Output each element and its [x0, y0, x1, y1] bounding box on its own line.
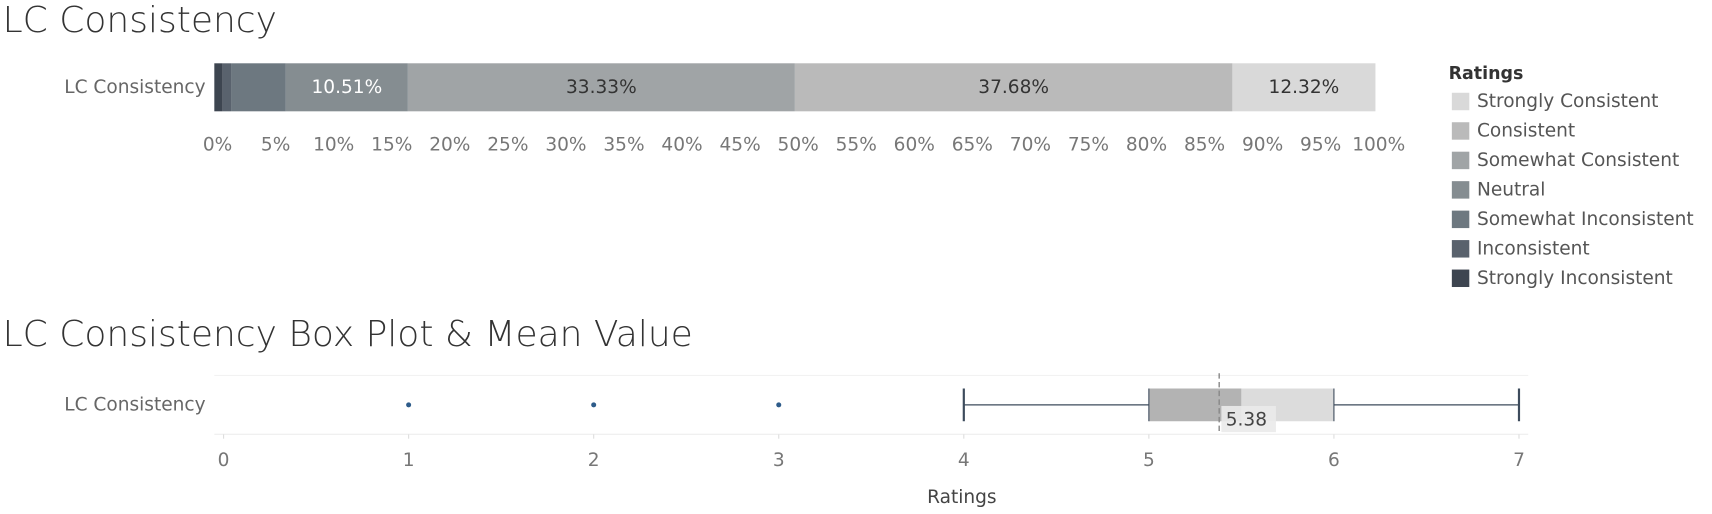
- y-tick-label: LC Consistency: [64, 394, 205, 415]
- legend-swatch: [1451, 92, 1470, 111]
- chart-title: LC Consistency Box Plot & Mean Value: [3, 314, 693, 355]
- y-tick-label: LC Consistency: [64, 77, 205, 98]
- bar-segment: [407, 63, 795, 112]
- chart-title: LC Consistency: [3, 0, 277, 41]
- x-tick-label: 80%: [1126, 135, 1167, 156]
- bar-segment: [794, 63, 1233, 112]
- bar-segment: [285, 63, 408, 112]
- bar-segment: [222, 63, 232, 112]
- data-label: 12.32%: [1269, 77, 1340, 98]
- legend-label: Strongly Inconsistent: [1477, 268, 1673, 289]
- mean-label-bg: [1221, 405, 1276, 433]
- legend-label: Somewhat Inconsistent: [1477, 209, 1694, 230]
- data-label: 37.68%: [978, 77, 1049, 98]
- legend-label: Strongly Consistent: [1477, 91, 1658, 112]
- legend-swatch: [1451, 269, 1470, 288]
- x-tick-label: 5%: [261, 135, 290, 156]
- x-tick-label: 65%: [952, 135, 993, 156]
- legend-label: Neutral: [1477, 179, 1545, 200]
- data-label: 33.33%: [566, 77, 637, 98]
- x-tick-label: 90%: [1242, 135, 1283, 156]
- legend-label: Consistent: [1477, 120, 1575, 141]
- legend-swatch: [1451, 181, 1470, 199]
- data-label: 10.51%: [311, 77, 382, 98]
- outlier: [776, 402, 782, 408]
- legend-swatch: [1451, 240, 1470, 258]
- x-axis-label: Ratings: [927, 487, 996, 508]
- mean-label: 5.38: [1226, 410, 1267, 431]
- x-tick-label: 60%: [894, 135, 935, 156]
- legend-swatch: [1451, 151, 1470, 170]
- bar-segment: [214, 63, 223, 112]
- legend-swatch: [1451, 210, 1470, 229]
- x-tick-label: 2: [588, 450, 600, 471]
- x-tick-label: 70%: [1010, 135, 1051, 156]
- x-tick-label: 10%: [313, 135, 354, 156]
- legend-swatch: [1451, 122, 1470, 140]
- x-tick-label: 20%: [429, 135, 470, 156]
- bar-segment: [231, 63, 286, 112]
- x-tick-label: 45%: [719, 135, 760, 156]
- x-tick-label: 0%: [203, 135, 232, 156]
- x-tick-label: 100%: [1352, 135, 1405, 156]
- x-tick-label: 30%: [545, 135, 586, 156]
- x-tick-label: 3: [773, 450, 785, 471]
- legend-title: Ratings: [1449, 64, 1524, 84]
- x-tick-label: 55%: [836, 135, 877, 156]
- x-tick-label: 5: [1143, 450, 1155, 471]
- legend-label: Inconsistent: [1477, 238, 1590, 259]
- x-tick-label: 1: [403, 450, 415, 471]
- x-tick-label: 85%: [1184, 135, 1225, 156]
- outlier: [591, 402, 597, 408]
- x-tick-label: 0: [218, 450, 230, 471]
- x-tick-label: 4: [958, 450, 970, 471]
- x-tick-label: 50%: [778, 135, 819, 156]
- x-tick-label: 95%: [1300, 135, 1341, 156]
- x-tick-label: 40%: [661, 135, 702, 156]
- outlier: [406, 402, 412, 408]
- x-tick-label: 35%: [603, 135, 644, 156]
- legend-label: Somewhat Consistent: [1477, 150, 1679, 171]
- x-tick-label: 6: [1328, 450, 1340, 471]
- x-tick-label: 15%: [371, 135, 412, 156]
- x-tick-label: 25%: [487, 135, 528, 156]
- x-tick-label: 7: [1513, 450, 1525, 471]
- bar-segment: [1232, 63, 1376, 112]
- x-tick-label: 75%: [1068, 135, 1109, 156]
